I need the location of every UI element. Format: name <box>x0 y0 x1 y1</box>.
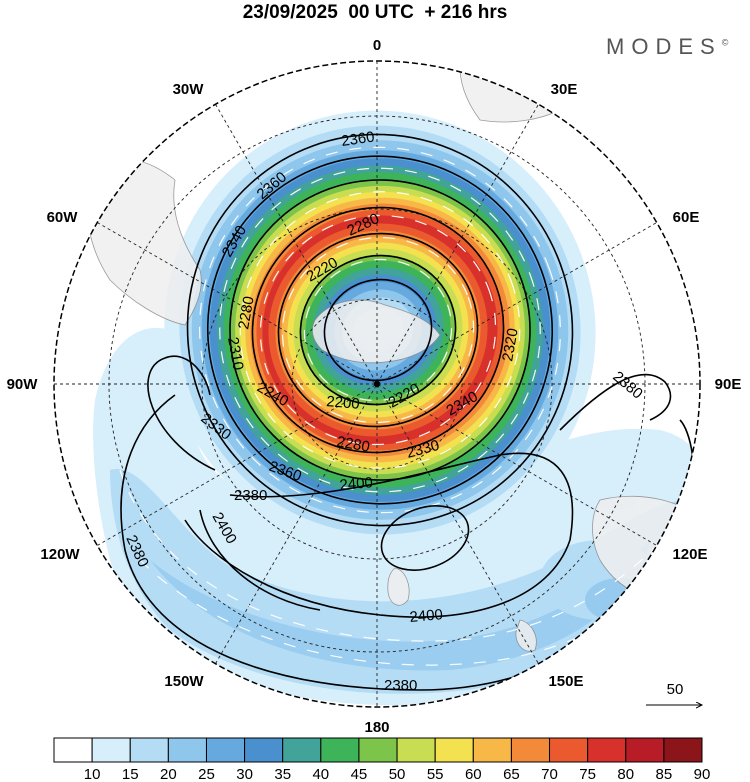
contour-2240 <box>277 232 479 428</box>
colorbar-swatch <box>53 737 93 763</box>
colorbar-swatch <box>663 737 703 763</box>
colorbar-label: 10 <box>84 766 101 782</box>
contour-2220 <box>299 254 457 406</box>
colorbar-swatch <box>91 737 131 763</box>
colorbar-swatch <box>549 737 589 763</box>
contour-label: 2310 <box>224 336 247 372</box>
map-border <box>53 60 701 708</box>
land-south-america <box>86 158 202 326</box>
south-pole-marker <box>374 381 380 387</box>
colorbar-label: 65 <box>503 766 520 782</box>
colorbar-label: 40 <box>312 766 329 782</box>
colorbar-label: 55 <box>427 766 444 782</box>
contour-label: 2380 <box>234 487 267 504</box>
contour-2400-closed <box>380 505 470 571</box>
lon-label-30w: 30W <box>173 81 205 98</box>
colorbar-label: 25 <box>198 766 215 782</box>
contour-label: 2380 <box>609 368 645 402</box>
colorbar: 10 15 20 25 30 35 40 45 50 55 60 65 70 75 80 85 90 <box>53 737 711 782</box>
vector-ring-3 <box>239 191 521 469</box>
vector-ring-2 <box>219 167 541 493</box>
colorbar-swatch <box>167 737 207 763</box>
lon-label-90w: 90W <box>7 376 39 393</box>
colorbar-swatch <box>472 737 512 763</box>
colorbar-swatch <box>396 737 436 763</box>
logo-text: MODES <box>606 34 722 59</box>
geopotential-contours <box>120 133 695 691</box>
land-new-zealand <box>387 567 410 606</box>
contour-label: 2200 <box>326 393 361 413</box>
map-layers: 2360 2360 2340 2280 2220 2200 2220 2340 … <box>54 61 700 707</box>
lon-label-60e: 60E <box>673 209 700 226</box>
colorbar-swatch <box>129 737 169 763</box>
colorbar-label: 15 <box>122 766 139 782</box>
vector-ring-1 <box>199 146 561 514</box>
reference-vector-label: 50 <box>667 681 684 698</box>
lon-label-60w: 60W <box>47 209 79 226</box>
colorbar-swatch <box>205 737 246 763</box>
colorbar-label: 60 <box>465 766 482 782</box>
contour-label: 2280 <box>335 433 371 456</box>
colorbar-label: 90 <box>694 766 711 782</box>
contour-2400-2 <box>199 509 321 611</box>
lon-label-30e: 30E <box>551 81 578 98</box>
colorbar-label: 50 <box>389 766 406 782</box>
colorbar-label: 35 <box>274 766 291 782</box>
chart-title: 23/09/2025 00 UTC + 216 hrs <box>242 2 508 23</box>
colorbar-swatch <box>320 737 360 763</box>
colorbar-label: 75 <box>579 766 596 782</box>
colorbar-swatch <box>282 737 322 763</box>
contour-2380-east <box>559 373 672 431</box>
colorbar-label: 85 <box>656 766 673 782</box>
contour-label: 2280 <box>235 295 258 331</box>
vector-outer-1 <box>119 469 681 642</box>
contour-label: 2320 <box>499 327 522 363</box>
land-africa-south <box>459 61 561 123</box>
colorbar-swatch <box>587 737 627 763</box>
reference-vector: 50 <box>646 681 702 705</box>
colorbar-label: 45 <box>351 766 368 782</box>
contour-2340 <box>206 155 554 505</box>
contour-2360 <box>186 133 574 527</box>
vector-ring-5 <box>281 236 475 424</box>
colorbar-swatch <box>434 737 474 763</box>
colorbar-swatch <box>244 737 284 763</box>
contour-2280 <box>251 206 505 454</box>
colorbar-label: 70 <box>541 766 558 782</box>
colorbar-swatch <box>625 737 665 763</box>
lon-label-120w: 120W <box>40 546 80 563</box>
lon-label-0: 0 <box>373 37 381 54</box>
lon-label-150e: 150E <box>548 673 583 690</box>
lon-label-150w: 150W <box>164 673 204 690</box>
land-tasmania <box>515 619 537 652</box>
lon-label-90e: 90E <box>715 376 742 393</box>
contour-label: 2380 <box>384 677 417 694</box>
contour-label: 2400 <box>409 606 444 626</box>
lon-label-180: 180 <box>364 719 389 736</box>
colorbar-label: 30 <box>236 766 253 782</box>
vector-ring-6 <box>303 258 453 402</box>
colorbar-label: 20 <box>160 766 177 782</box>
longitude-labels: 0 30E 60E 90E 120E 150E 180 150W 120W 90… <box>7 37 742 736</box>
colorbar-label: 80 <box>617 766 634 782</box>
lon-label-120e: 120E <box>672 546 707 563</box>
contour-2400-1 <box>184 452 574 618</box>
vector-ring-4 <box>259 214 497 446</box>
colorbar-swatch <box>358 737 398 763</box>
shade-patch-se-2 <box>585 578 655 622</box>
colorbar-swatch <box>510 737 551 763</box>
contour-2200 <box>323 278 433 382</box>
modes-logo: MODES© <box>606 34 728 60</box>
contour-label: 2400 <box>339 474 374 494</box>
logo-mark: © <box>721 37 729 48</box>
graticule <box>54 61 700 707</box>
contour-label: 2360 <box>340 128 375 149</box>
land-antarctica <box>311 299 441 364</box>
